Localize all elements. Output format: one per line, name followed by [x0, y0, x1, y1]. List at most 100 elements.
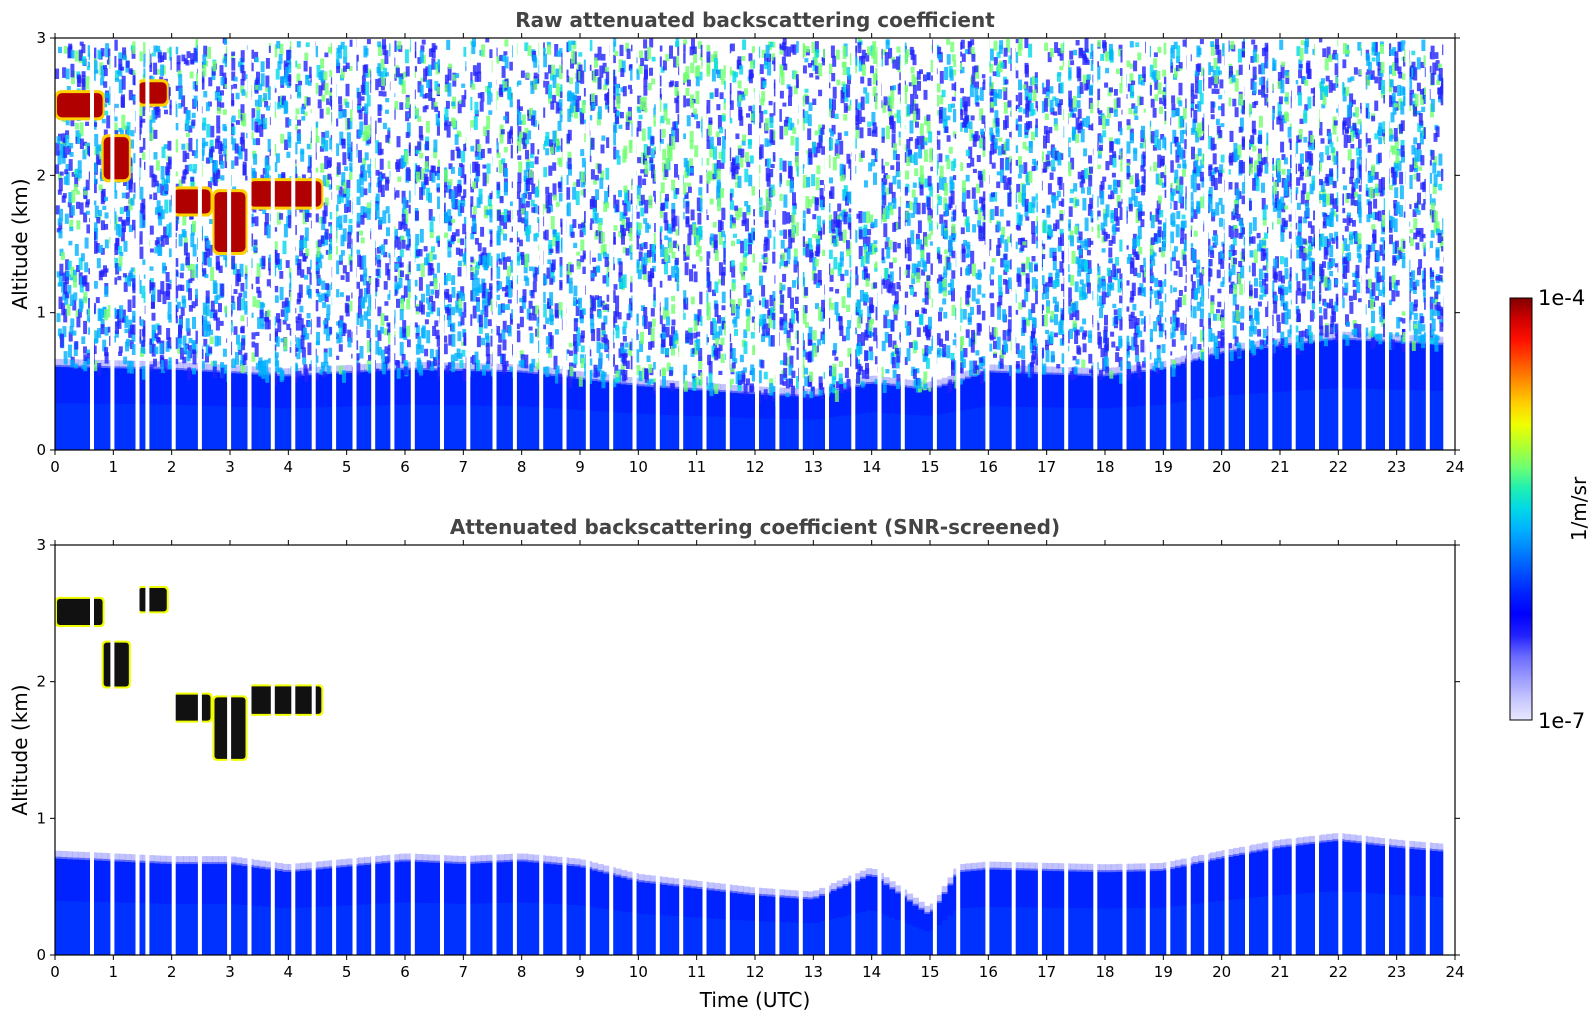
raw-signal-speckle — [541, 231, 546, 240]
boundary-layer-fringe — [1408, 335, 1415, 344]
raw-signal-speckle — [530, 290, 535, 299]
raw-signal-speckle — [481, 337, 485, 346]
raw-signal-speckle — [113, 39, 118, 51]
raw-signal-speckle — [690, 62, 695, 74]
raw-signal-speckle — [420, 45, 425, 53]
boundary-layer-core — [235, 406, 243, 450]
raw-signal-speckle — [131, 344, 136, 355]
raw-signal-speckle — [124, 328, 129, 334]
raw-signal-speckle — [119, 305, 124, 319]
boundary-layer-fringe — [498, 363, 505, 372]
raw-signal-speckle — [79, 41, 84, 46]
boundary-layer-core — [230, 406, 237, 450]
raw-signal-speckle — [377, 41, 382, 48]
raw-signal-speckle — [558, 99, 563, 108]
raw-signal-speckle — [356, 362, 361, 376]
boundary-layer-core — [1058, 407, 1065, 450]
raw-signal-speckle — [128, 178, 133, 189]
raw-signal-speckle — [421, 293, 425, 303]
raw-signal-speckle — [686, 79, 691, 87]
raw-signal-speckle — [65, 164, 70, 171]
raw-signal-speckle — [326, 304, 331, 315]
raw-signal-speckle — [408, 204, 413, 214]
raw-signal-speckle — [675, 188, 680, 195]
raw-signal-speckle — [118, 246, 122, 254]
raw-signal-speckle — [502, 287, 506, 292]
raw-signal-speckle — [121, 317, 126, 323]
raw-signal-speckle — [658, 45, 663, 52]
boundary-layer-core — [737, 417, 744, 450]
raw-signal-speckle — [712, 222, 717, 228]
raw-signal-speckle — [323, 202, 328, 217]
boundary-layer-core — [1280, 391, 1287, 450]
raw-signal-speckle — [435, 113, 440, 126]
raw-signal-speckle — [143, 42, 148, 54]
raw-signal-speckle — [223, 126, 228, 132]
raw-signal-speckle — [635, 259, 640, 268]
raw-signal-speckle — [590, 273, 595, 278]
raw-signal-speckle — [397, 256, 402, 268]
raw-signal-speckle — [475, 277, 480, 291]
raw-signal-speckle — [224, 83, 229, 89]
boundary-layer-fringe — [1180, 355, 1188, 364]
raw-signal-speckle — [444, 169, 448, 183]
boundary-layer-core — [766, 418, 774, 450]
raw-signal-speckle — [128, 89, 133, 101]
raw-signal-speckle — [191, 150, 196, 156]
boundary-layer-core — [673, 415, 680, 450]
raw-signal-speckle — [671, 127, 675, 139]
raw-signal-speckle — [717, 315, 721, 324]
raw-signal-speckle — [507, 265, 511, 277]
raw-signal-speckle — [406, 298, 411, 310]
raw-signal-speckle — [735, 214, 740, 221]
raw-signal-speckle — [273, 241, 278, 250]
raw-signal-speckle — [431, 97, 436, 110]
raw-signal-speckle — [305, 333, 310, 340]
raw-signal-speckle — [672, 336, 677, 349]
raw-signal-speckle — [402, 197, 407, 209]
raw-signal-speckle — [496, 230, 501, 239]
raw-signal-speckle — [82, 56, 87, 66]
raw-signal-speckle — [251, 170, 256, 182]
raw-signal-speckle — [58, 296, 63, 309]
raw-signal-speckle — [123, 356, 128, 365]
raw-signal-speckle — [182, 170, 187, 180]
raw-signal-speckle — [499, 215, 504, 226]
raw-signal-speckle — [463, 302, 468, 312]
raw-signal-speckle — [578, 376, 583, 387]
raw-signal-speckle — [569, 77, 573, 84]
raw-signal-speckle — [721, 115, 726, 122]
raw-signal-speckle — [256, 109, 261, 122]
raw-signal-speckle — [490, 335, 495, 347]
raw-signal-speckle — [544, 229, 549, 241]
raw-signal-speckle — [729, 100, 734, 110]
raw-signal-speckle — [130, 267, 135, 272]
raw-signal-speckle — [400, 236, 405, 242]
raw-signal-speckle — [638, 222, 643, 230]
raw-signal-speckle — [138, 231, 143, 245]
raw-signal-speckle — [545, 366, 550, 377]
boundary-layer-core — [813, 419, 820, 450]
raw-signal-speckle — [321, 280, 326, 290]
raw-signal-speckle — [59, 143, 64, 155]
raw-signal-speckle — [581, 100, 586, 114]
raw-signal-speckle — [637, 106, 642, 113]
raw-signal-speckle — [165, 272, 170, 282]
raw-signal-speckle — [642, 96, 647, 110]
raw-signal-speckle — [325, 175, 330, 188]
raw-signal-speckle — [387, 294, 392, 300]
raw-signal-speckle — [142, 325, 147, 331]
raw-signal-speckle — [378, 44, 382, 56]
boundary-layer-core — [941, 413, 949, 450]
raw-signal-speckle — [148, 119, 153, 133]
raw-signal-speckle — [731, 265, 736, 278]
raw-signal-speckle — [256, 286, 261, 294]
raw-signal-speckle — [56, 136, 61, 145]
raw-signal-speckle — [718, 151, 723, 159]
raw-signal-speckle — [484, 174, 489, 184]
raw-signal-speckle — [71, 172, 76, 177]
raw-signal-speckle — [558, 302, 563, 316]
raw-signal-speckle — [203, 45, 208, 57]
raw-signal-speckle — [57, 328, 62, 337]
raw-signal-speckle — [200, 149, 204, 162]
